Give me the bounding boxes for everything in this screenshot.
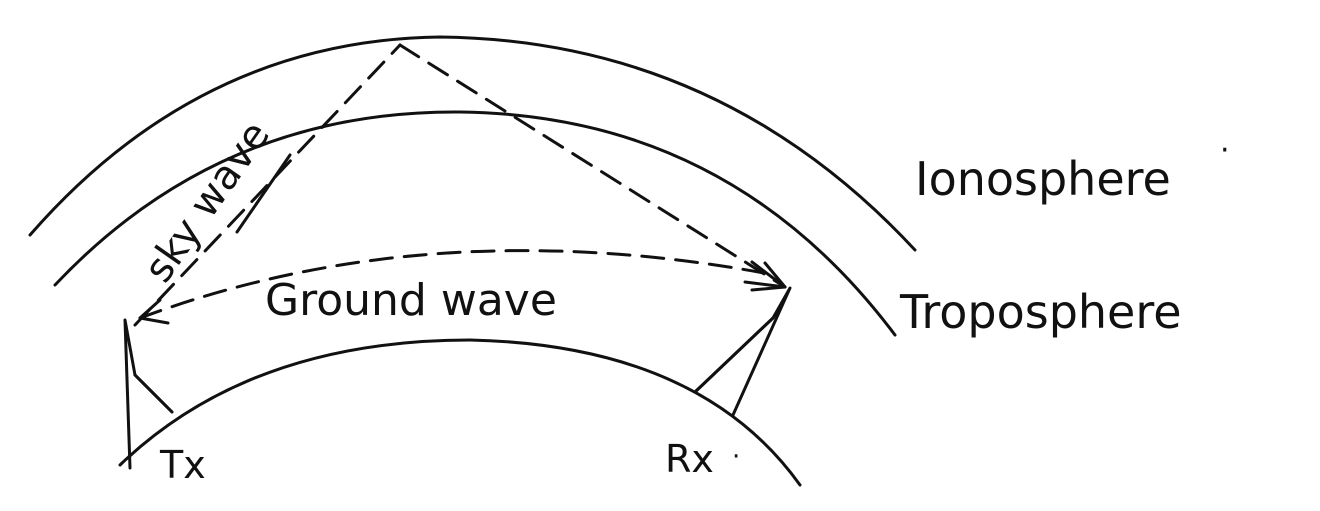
- sky-wave-up-path: [133, 43, 402, 327]
- receiver-antenna-strut: [693, 316, 775, 394]
- ground-wave-path: [138, 249, 777, 320]
- troposphere-label: Troposphere: [899, 285, 1182, 339]
- receiver-label: Rx: [665, 437, 714, 481]
- sky-wave-down-path: [398, 43, 787, 289]
- troposphere-layer: [53, 110, 897, 337]
- ground-wave-label: Ground wave: [265, 275, 557, 326]
- ionosphere-layer: [28, 35, 917, 252]
- earth-surface: [118, 338, 802, 487]
- ionosphere-label: Ionosphere: [915, 152, 1171, 206]
- transmitter-label: Tx: [159, 443, 206, 487]
- ground-wave-arrowhead-tx: [138, 298, 170, 325]
- transmitter-antenna-strut: [133, 373, 174, 414]
- receiver-antenna: [693, 286, 792, 417]
- receiver-dot: ·: [732, 442, 740, 472]
- ionosphere-dot: ·: [1220, 133, 1230, 168]
- sky-wave-underline: [235, 153, 292, 234]
- ground-wave-arrowhead-rx: [750, 261, 787, 292]
